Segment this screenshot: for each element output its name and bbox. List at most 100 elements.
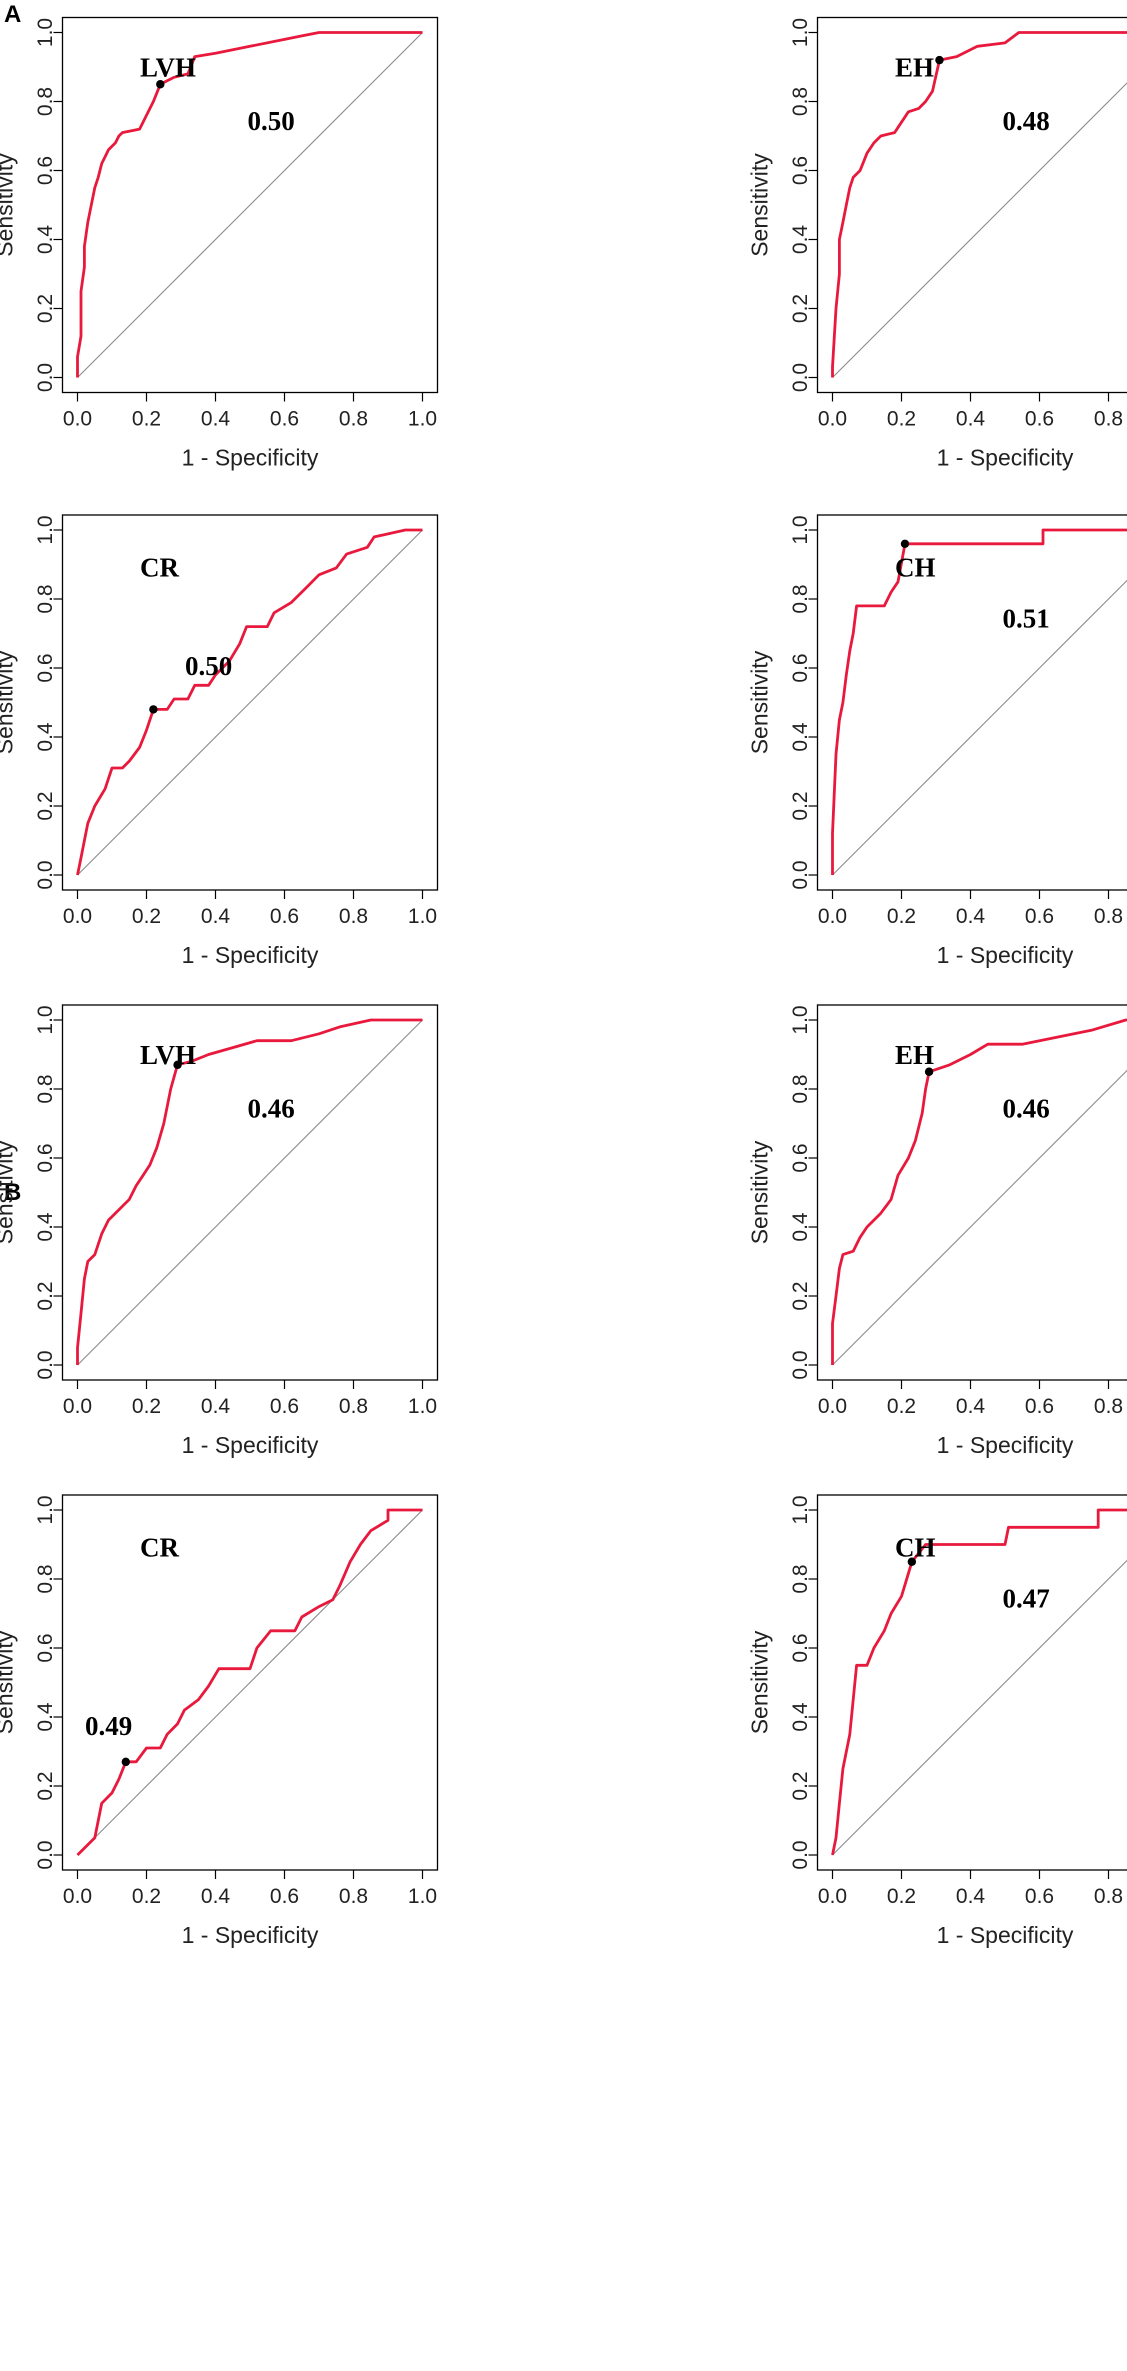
y-tick-label: 0.0 — [34, 860, 57, 889]
y-tick-label: 0.4 — [789, 722, 812, 752]
cutoff-point — [156, 80, 165, 89]
x-axis-label: 1 - Specificity — [182, 1922, 319, 1948]
diagonal-reference-line — [832, 1559, 1127, 1856]
cutoff-label: 0.50 — [185, 651, 232, 681]
y-tick-label: 0.8 — [34, 1564, 57, 1593]
panel-letter-a: A — [4, 1, 21, 28]
x-tick-label: 0.4 — [201, 408, 231, 431]
x-tick-label: 0.0 — [818, 1395, 847, 1418]
y-tick-label: 0.0 — [34, 1350, 57, 1379]
x-tick-label: 0.6 — [1025, 408, 1054, 431]
y-tick-label: 1.0 — [789, 1495, 812, 1524]
plot-frame — [816, 1004, 1127, 1381]
y-tick-label: 0.8 — [789, 584, 812, 613]
x-tick-label: 1.0 — [408, 905, 437, 928]
y-tick-label: 0.8 — [34, 584, 57, 613]
y-tick-label: 0.0 — [789, 860, 812, 889]
y-tick-label: 1.0 — [789, 18, 812, 47]
plot-frame — [816, 514, 1127, 891]
x-tick-label: 0.0 — [63, 905, 92, 928]
y-axis-label: Sensitivity — [747, 1140, 773, 1244]
x-tick-label: 1.0 — [408, 1885, 437, 1908]
y-tick-label: 0.8 — [34, 1074, 57, 1103]
x-tick-label: 0.2 — [132, 408, 161, 431]
plot-frame — [61, 16, 439, 394]
cutoff-point — [935, 55, 944, 65]
x-tick-label: 1.0 — [408, 408, 437, 431]
y-tick-label: 0.2 — [34, 1771, 57, 1800]
y-tick-label: 0.8 — [789, 1564, 812, 1593]
x-tick-label: 0.8 — [339, 1395, 368, 1418]
y-tick-label: 0.6 — [789, 156, 812, 185]
x-tick-label: 0.0 — [818, 1885, 847, 1908]
y-tick-label: 0.6 — [789, 1633, 812, 1662]
plot-label: CH — [895, 1533, 936, 1563]
y-tick-label: 0.4 — [34, 722, 57, 752]
y-tick-label: 0.0 — [789, 1840, 812, 1869]
cutoff-label: 0.47 — [1003, 1584, 1050, 1614]
diagonal-reference-line — [832, 1069, 1127, 1366]
y-tick-label: 0.2 — [789, 294, 812, 323]
roc-plot-2: 0.0 0.0 0.2 0.2 0.4 0.4 0.6 0.6 0.8 0.8 1.0 1.0 1 - … — [0, 514, 439, 968]
y-tick-label: 1.0 — [34, 18, 57, 47]
y-axis-label: Sensitivity — [0, 650, 18, 754]
x-tick-label: 0.2 — [132, 1885, 161, 1908]
plot-frame — [61, 514, 439, 891]
x-axis-label: 1 - Specificity — [937, 942, 1074, 968]
x-tick-label: 0.0 — [818, 905, 847, 928]
diagonal-reference-line — [77, 1509, 423, 1856]
roc-curve — [76, 1018, 423, 1365]
y-axis-label: Sensitivity — [0, 153, 18, 257]
x-tick-label: 0.4 — [201, 1395, 231, 1418]
x-axis-label: 1 - Specificity — [182, 942, 319, 968]
plot-label: LVH — [140, 1040, 196, 1070]
x-tick-label: 0.6 — [270, 905, 299, 928]
x-tick-label: 0.8 — [339, 905, 368, 928]
x-tick-label: 0.6 — [1025, 1395, 1054, 1418]
x-tick-label: 0.6 — [1025, 1885, 1054, 1908]
x-axis-label: 1 - Specificity — [182, 1432, 319, 1458]
x-tick-label: 0.8 — [1094, 1395, 1123, 1418]
roc-plot-5: 0.00.00.20.20.40.40.60.60.80.81.01.01 - … — [747, 1004, 1127, 1458]
y-tick-label: 0.2 — [34, 294, 57, 323]
y-axis-label: Sensitivity — [747, 1630, 773, 1734]
x-tick-label: 0.2 — [132, 1395, 161, 1418]
x-axis-label: 1 - Specificity — [182, 445, 319, 471]
y-tick-label: 0.2 — [789, 1281, 812, 1310]
x-tick-label: 0.0 — [818, 408, 847, 431]
cutoff-point — [924, 1067, 934, 1076]
y-axis-label: Sensitivity — [0, 1630, 18, 1734]
x-tick-label: 0.2 — [887, 1885, 916, 1908]
y-tick-label: 0.6 — [34, 1143, 57, 1172]
diagonal-reference-line — [77, 32, 423, 378]
x-tick-label: 0.2 — [132, 905, 161, 928]
diagonal-reference-line — [77, 529, 423, 876]
y-tick-label: 0.4 — [34, 225, 57, 255]
y-tick-label: 0.4 — [789, 1212, 812, 1242]
roc-curve — [831, 1018, 1127, 1365]
y-tick-label: 1.0 — [34, 1495, 57, 1524]
x-tick-label: 0.8 — [1094, 408, 1123, 431]
roc-plot-6: 0.0 0.0 0.2 0.2 0.4 0.4 0.6 0.6 0.8 0.8 1.0 1.0 1 - … — [0, 1494, 439, 1948]
plot-label: LVH — [140, 53, 196, 83]
x-tick-label: 0.8 — [339, 408, 368, 431]
y-tick-label: 0.2 — [789, 791, 812, 820]
x-tick-label: 0.6 — [270, 1395, 299, 1418]
plot-frame — [61, 1004, 439, 1381]
cutoff-label: 0.46 — [1003, 1094, 1050, 1124]
roc-plot-4: 0.0 0.0 0.2 0.2 0.4 0.4 0.6 0.6 0.8 0.8 1.0 1.0 1 - … — [0, 1004, 439, 1458]
y-tick-label: 0.6 — [789, 1143, 812, 1172]
x-tick-label: 0.0 — [63, 408, 92, 431]
roc-plot-1: 0.00.00.20.20.40.40.60.60.80.81.01.01 - … — [747, 16, 1127, 471]
roc-curve — [831, 528, 1127, 875]
y-tick-label: 0.2 — [34, 791, 57, 820]
y-tick-label: 0.0 — [789, 363, 812, 392]
y-tick-label: 0.0 — [34, 363, 57, 392]
cutoff-label: 0.49 — [85, 1711, 132, 1741]
cutoff-point — [149, 705, 158, 714]
x-tick-label: 0.6 — [270, 1885, 299, 1908]
y-tick-label: 0.2 — [789, 1771, 812, 1800]
x-tick-label: 0.4 — [956, 1395, 986, 1418]
x-tick-label: 0.2 — [887, 905, 916, 928]
